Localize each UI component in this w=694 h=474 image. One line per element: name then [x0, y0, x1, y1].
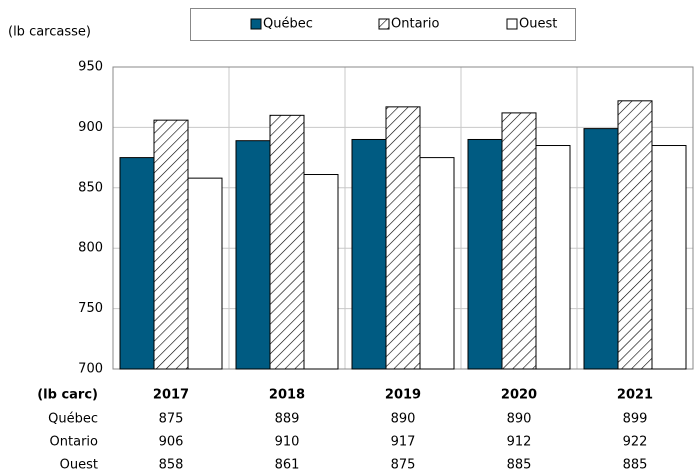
bar: [153, 119, 189, 370]
bar: [535, 145, 571, 370]
table-value: 858: [159, 458, 184, 473]
bar: [583, 128, 619, 370]
bar: [303, 174, 339, 370]
category-label: 2019: [385, 388, 421, 403]
bar: [501, 112, 537, 370]
y-tick-label: 950: [78, 60, 103, 75]
table-row-label: Ontario: [50, 435, 98, 450]
table-value: 906: [159, 435, 184, 450]
y-tick-label: 800: [78, 241, 103, 256]
y-axis-label: (lb carcasse): [8, 25, 91, 40]
bar: [119, 157, 155, 370]
bar: [617, 100, 653, 370]
legend-swatch: [378, 18, 390, 30]
category-label: 2018: [269, 388, 305, 403]
table-value: 899: [623, 412, 648, 427]
category-label: 2021: [617, 388, 653, 403]
legend-label: Ouest: [519, 17, 557, 32]
table-value: 890: [391, 412, 416, 427]
bar: [235, 140, 271, 370]
legend-swatch: [250, 18, 262, 30]
table-value: 890: [507, 412, 532, 427]
table-value: 910: [275, 435, 300, 450]
table-value: 912: [507, 435, 532, 450]
bar: [351, 138, 387, 370]
bar: [187, 177, 223, 370]
table-header: (lb carc): [37, 388, 98, 403]
table-value: 889: [275, 412, 300, 427]
table-value: 885: [507, 458, 532, 473]
table-value: 917: [391, 435, 416, 450]
bar: [385, 106, 421, 370]
table-row-label: Québec: [48, 412, 98, 427]
bar: [651, 145, 687, 370]
category-label: 2017: [153, 388, 189, 403]
table-value: 922: [623, 435, 648, 450]
bar: [419, 157, 455, 370]
y-tick-label: 700: [78, 362, 103, 377]
legend-swatch: [506, 18, 518, 30]
legend-label: Ontario: [391, 17, 439, 32]
bar: [269, 114, 305, 370]
table-value: 885: [623, 458, 648, 473]
legend-label: Québec: [263, 17, 313, 32]
table-value: 875: [159, 412, 184, 427]
table-value: 875: [391, 458, 416, 473]
bar: [467, 138, 503, 370]
category-label: 2020: [501, 388, 537, 403]
table-value: 861: [275, 458, 300, 473]
table-row-label: Ouest: [60, 458, 98, 473]
y-tick-label: 900: [78, 120, 103, 135]
y-tick-label: 850: [78, 180, 103, 195]
y-tick-label: 750: [78, 301, 103, 316]
